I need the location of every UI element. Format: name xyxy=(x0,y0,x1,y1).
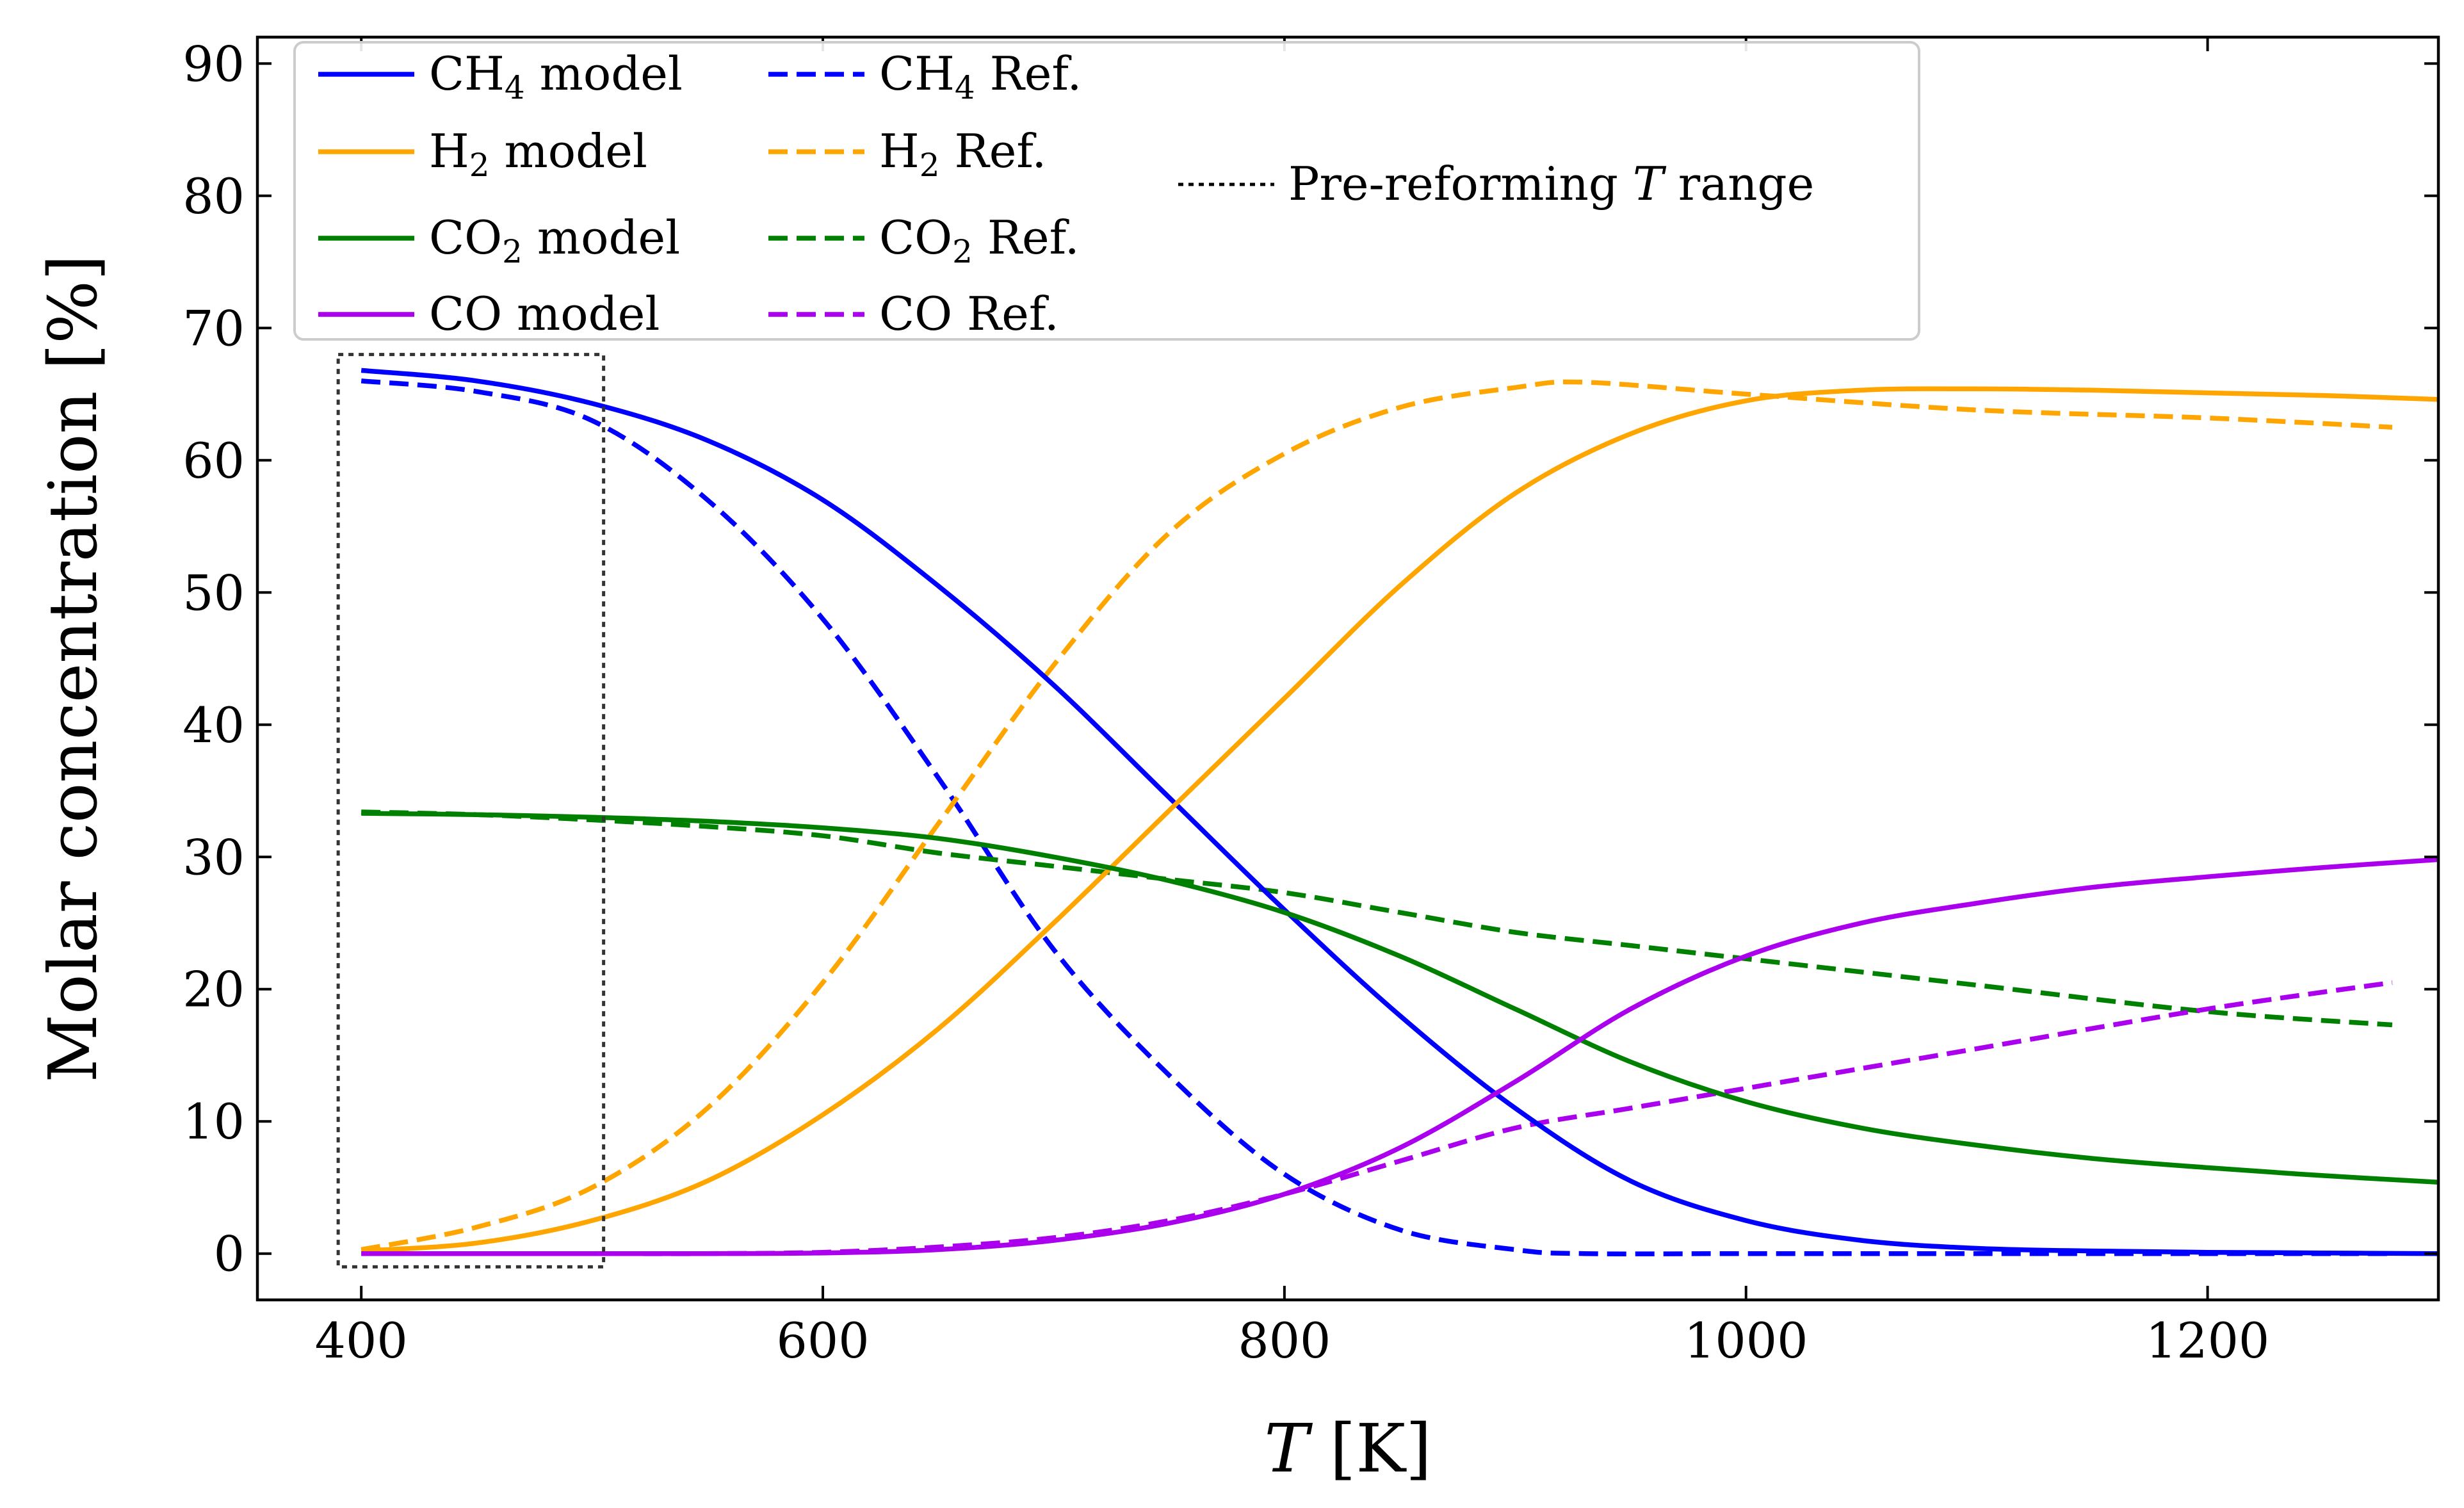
pre-reforming-range-box xyxy=(336,353,606,1269)
plot-frame xyxy=(255,35,2440,1302)
legend-label-rest: model xyxy=(502,287,660,341)
legend-label-rest: model xyxy=(490,124,647,178)
legend-label-subscript: 2 xyxy=(920,147,940,184)
x-tick-label: 1200 xyxy=(2146,1312,2269,1369)
legend-label-subscript: 2 xyxy=(502,233,523,270)
legend-label-subscript: 2 xyxy=(952,233,973,270)
legend-label-rest: Ref. xyxy=(975,47,1082,101)
legend-pre-label-after: range xyxy=(1664,157,1814,211)
legend-label-rest: model xyxy=(523,211,680,264)
legend-label-h2-ref: H2 Ref. xyxy=(879,124,1046,184)
legend-label-co-model: CO model xyxy=(429,287,660,341)
x-tick-label: 800 xyxy=(1238,1312,1331,1369)
legend-label-subscript: 2 xyxy=(469,147,490,184)
x-tick-label: 400 xyxy=(315,1312,408,1369)
y-tick-label: 60 xyxy=(182,432,245,489)
y-tick-label: 20 xyxy=(182,961,245,1018)
legend-label-h2-model: H2 model xyxy=(429,124,647,184)
legend-label-co-ref: CO Ref. xyxy=(879,287,1059,341)
legend-pre-label-before: Pre-reforming xyxy=(1288,157,1633,211)
series-line-ch4-ref xyxy=(361,378,2392,1256)
legend-label-main: CO xyxy=(429,287,502,341)
x-axis-label-symbol: T xyxy=(1264,1409,1313,1488)
x-axis-label-unit: [K] xyxy=(1309,1409,1432,1488)
y-tick-label: 80 xyxy=(182,168,245,225)
y-tick-label: 50 xyxy=(182,564,245,621)
legend-label-rest: model xyxy=(525,47,683,101)
legend-label-main: CO xyxy=(879,287,952,341)
legend-label-ch4-model: CH4 model xyxy=(429,47,683,106)
y-tick-label: 40 xyxy=(182,697,245,754)
legend-label-ch4-ref: CH4 Ref. xyxy=(879,47,1082,106)
legend-label-subscript: 4 xyxy=(955,69,975,106)
legend-label-main: CO xyxy=(429,211,502,264)
series-line-h2-model xyxy=(361,386,2438,1254)
series-line-co-ref xyxy=(361,980,2393,1256)
legend-label-main: CH xyxy=(879,47,955,101)
series-line-co2-ref xyxy=(361,809,2393,1028)
legend-label-subscript: 4 xyxy=(505,69,525,106)
series-line-co-model xyxy=(361,857,2438,1256)
x-axis-label: T [K] xyxy=(1264,1409,1431,1488)
y-tick-label: 0 xyxy=(214,1226,245,1283)
legend-label-rest: Ref. xyxy=(973,211,1080,264)
y-tick-label: 90 xyxy=(182,35,245,92)
series-group xyxy=(361,368,2438,1256)
legend-pre-label-symbol: T xyxy=(1633,157,1667,211)
legend-label-main: CO xyxy=(879,211,952,264)
x-tick-label: 600 xyxy=(777,1312,870,1369)
legend-label-co2-model: CO2 model xyxy=(429,211,680,270)
plot-layer xyxy=(255,35,2440,1302)
tick-layer: 400 600 800 1000 1200 0 10 20 30 40 50 60 70 80 90 xyxy=(182,35,2438,1369)
y-tick-label: 10 xyxy=(182,1093,245,1150)
legend-label-main: H xyxy=(879,124,920,178)
legend-box xyxy=(293,41,1920,341)
y-tick-label: 70 xyxy=(182,300,245,357)
series-line-co2-model xyxy=(361,811,2438,1185)
y-tick-label: 30 xyxy=(182,829,245,886)
x-tick-label: 1000 xyxy=(1684,1312,1808,1369)
series-line-ch4-model xyxy=(361,368,2438,1256)
legend-label-rest: Ref. xyxy=(952,287,1059,341)
legend-label-main: CH xyxy=(429,47,505,101)
legend-label-co2-ref: CO2 Ref. xyxy=(879,211,1080,270)
legend-label-pre-reforming: Pre-reforming T range xyxy=(1288,157,1814,211)
series-line-h2-ref xyxy=(361,379,2393,1253)
y-axis-label: Molar concentration [%] xyxy=(34,255,112,1083)
legend-label-rest: Ref. xyxy=(940,124,1047,178)
legend-label-main: H xyxy=(429,124,469,178)
